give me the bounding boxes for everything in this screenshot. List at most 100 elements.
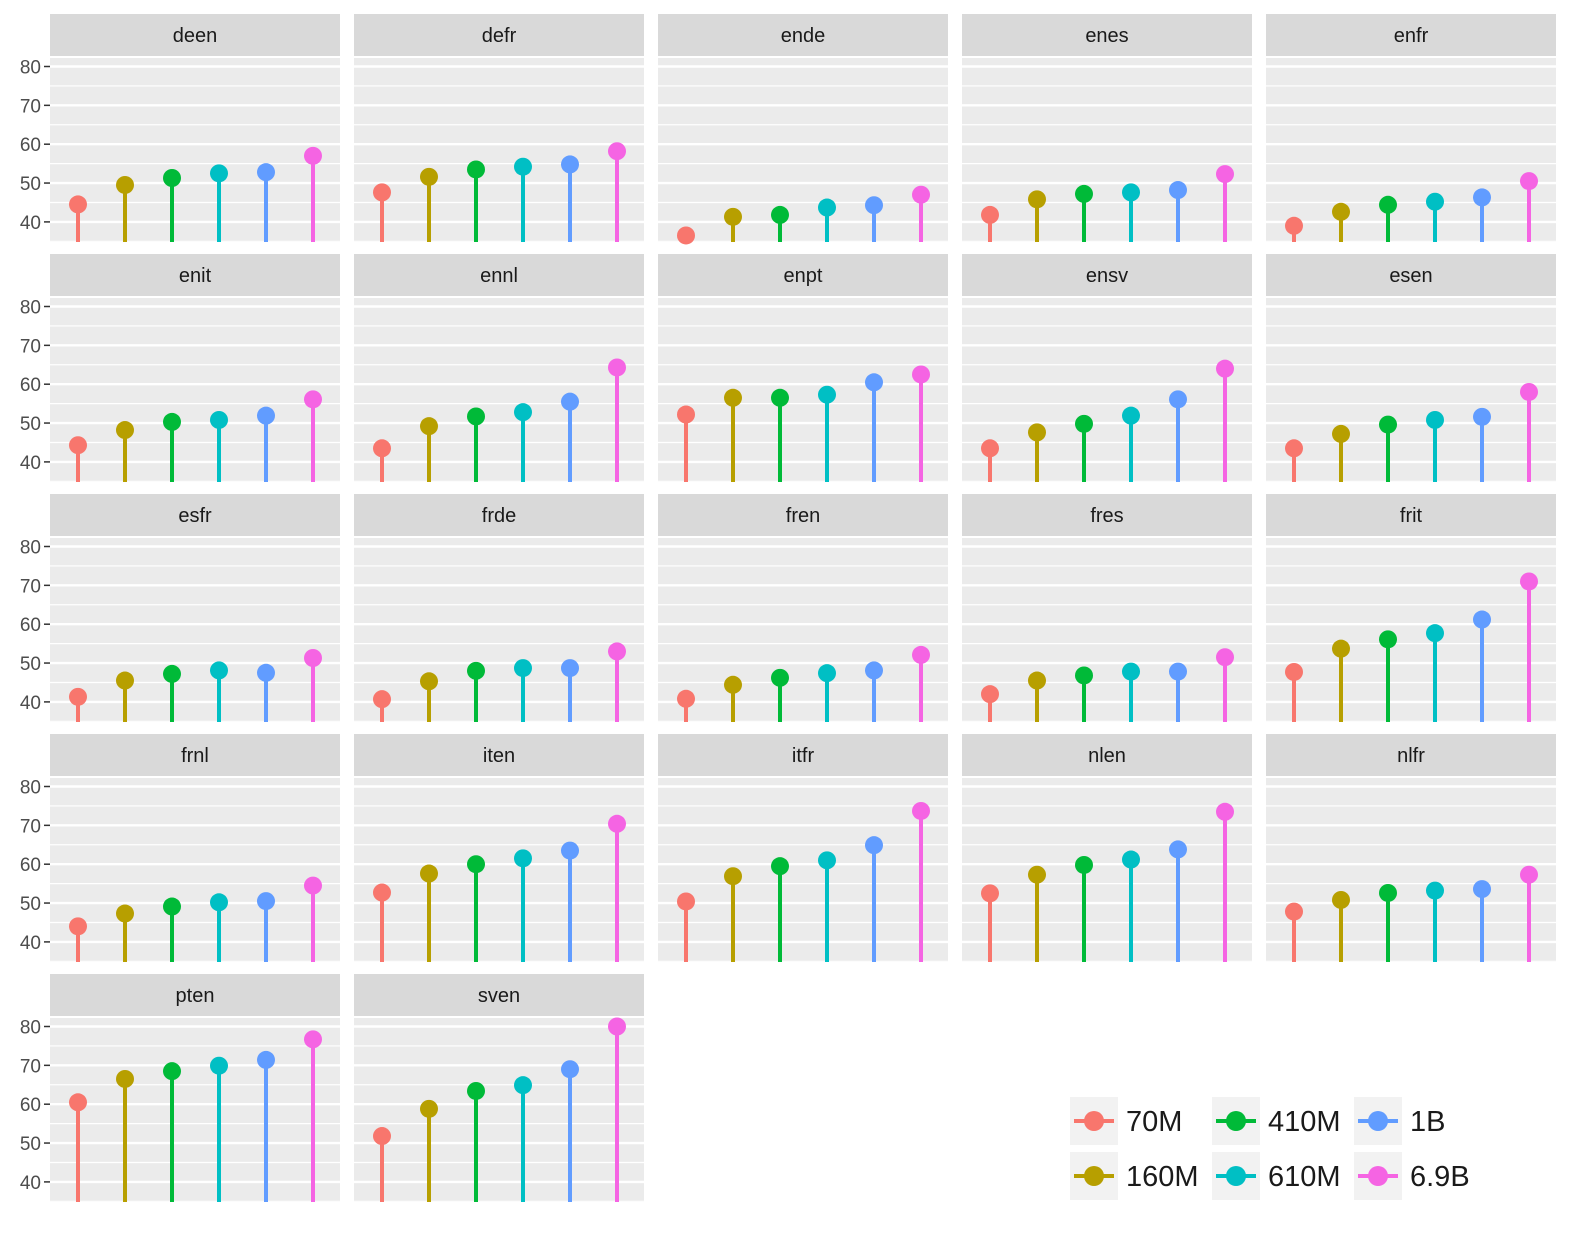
facet-strip [354, 734, 644, 776]
y-tick-label: 60 [20, 615, 41, 636]
facet-panel-itfr: itfr [658, 734, 948, 962]
lollipop-point-70M [1285, 439, 1303, 458]
lollipop-point-610M [818, 664, 836, 683]
lollipop-point-610M [818, 198, 836, 217]
panel-background [962, 538, 1252, 722]
facet-strip [354, 974, 644, 1016]
legend-label: 70M [1126, 1106, 1182, 1138]
panel-background [658, 538, 948, 722]
lollipop-point-70M [373, 1127, 391, 1146]
facet-strip [658, 734, 948, 776]
facet-strip [962, 734, 1252, 776]
lollipop-point-70M [677, 892, 695, 911]
lollipop-point-610M [514, 403, 532, 422]
lollipop-point-160M [1028, 865, 1046, 884]
lollipop-point-160M [116, 904, 134, 923]
facet-strip [50, 14, 340, 56]
legend-key-point [1084, 1166, 1104, 1186]
y-tick-label: 40 [20, 213, 41, 234]
y-tick-label: 50 [20, 174, 41, 195]
facet-strip-label: iten [483, 745, 515, 767]
panel-background [50, 778, 340, 962]
facet-strip-label: nlen [1088, 745, 1126, 767]
lollipop-point-6.9B [304, 876, 322, 895]
legend-item-610M: 610M [1212, 1152, 1341, 1200]
lollipop-point-6.9B [912, 645, 930, 664]
lollipop-point-610M [1426, 410, 1444, 429]
lollipop-point-160M [724, 207, 742, 226]
y-tick-label: 70 [20, 336, 41, 357]
lollipop-point-160M [1332, 639, 1350, 658]
lollipop-point-6.9B [1520, 382, 1538, 401]
lollipop-point-610M [210, 893, 228, 912]
lollipop-point-70M [677, 689, 695, 708]
facet-strip-label: sven [478, 985, 520, 1007]
lollipop-point-160M [420, 417, 438, 436]
y-tick-label: 40 [20, 693, 41, 714]
lollipop-point-70M [373, 883, 391, 902]
y-tick-label: 50 [20, 654, 41, 675]
lollipop-point-6.9B [1216, 165, 1234, 184]
facet-panel-enes: enes [962, 14, 1252, 242]
lollipop-point-160M [116, 1069, 134, 1088]
y-tick-label: 80 [20, 1018, 41, 1039]
lollipop-point-70M [677, 405, 695, 424]
lollipop-point-410M [467, 407, 485, 426]
lollipop-point-6.9B [1216, 648, 1234, 667]
lollipop-point-6.9B [1216, 802, 1234, 821]
facet-strip-label: frde [482, 505, 516, 527]
facet-panel-enfr: enfr [1266, 14, 1556, 242]
legend-item-6.9B: 6.9B [1354, 1152, 1470, 1200]
lollipop-point-410M [163, 897, 181, 916]
lollipop-point-610M [210, 1056, 228, 1075]
facet-strip-label: itfr [792, 745, 815, 767]
lollipop-point-70M [1285, 662, 1303, 681]
lollipop-point-1B [561, 841, 579, 860]
facet-panel-pten: pten 40 50 60 70 80 [20, 974, 340, 1202]
lollipop-point-160M [724, 867, 742, 886]
lollipop-point-410M [467, 661, 485, 680]
lollipop-point-610M [818, 851, 836, 870]
panel-background [354, 1018, 644, 1202]
lollipop-point-1B [561, 659, 579, 678]
lollipop-point-70M [677, 226, 695, 245]
legend-item-160M: 160M [1070, 1152, 1199, 1200]
facet-strip-label: ensv [1086, 265, 1128, 287]
lollipop-point-6.9B [608, 142, 626, 161]
lollipop-point-6.9B [608, 642, 626, 661]
facet-panel-frnl: frnl 40 50 60 70 80 [20, 734, 340, 962]
y-tick-label: 70 [20, 96, 41, 117]
legend-label: 410M [1268, 1106, 1341, 1138]
y-tick-label: 50 [20, 1134, 41, 1155]
facet-strip [962, 14, 1252, 56]
lollipop-point-160M [420, 1099, 438, 1118]
lollipop-point-1B [257, 663, 275, 682]
lollipop-point-70M [69, 195, 87, 214]
panel-background [354, 778, 644, 962]
facet-strip-label: esfr [178, 505, 212, 527]
y-tick-label: 60 [20, 375, 41, 396]
lollipop-point-6.9B [304, 1030, 322, 1049]
facet-panel-fren: fren [658, 494, 948, 722]
facet-panel-ennl: ennl [354, 254, 644, 482]
lollipop-point-70M [69, 687, 87, 706]
lollipop-point-1B [1473, 880, 1491, 899]
facet-strip [658, 14, 948, 56]
panel-background [354, 58, 644, 242]
panel-background [1266, 778, 1556, 962]
legend-label: 610M [1268, 1161, 1341, 1193]
panel-background [50, 298, 340, 482]
facet-strip [354, 494, 644, 536]
facet-strip-label: nlfr [1397, 745, 1425, 767]
legend-item-1B: 1B [1354, 1097, 1445, 1145]
facet-strip [1266, 14, 1556, 56]
lollipop-point-6.9B [912, 365, 930, 384]
lollipop-point-70M [981, 205, 999, 224]
lollipop-point-610M [210, 164, 228, 183]
facet-strip [50, 734, 340, 776]
lollipop-point-6.9B [1520, 865, 1538, 884]
lollipop-point-70M [373, 183, 391, 202]
facet-panel-ensv: ensv [962, 254, 1252, 482]
lollipop-point-70M [981, 884, 999, 903]
